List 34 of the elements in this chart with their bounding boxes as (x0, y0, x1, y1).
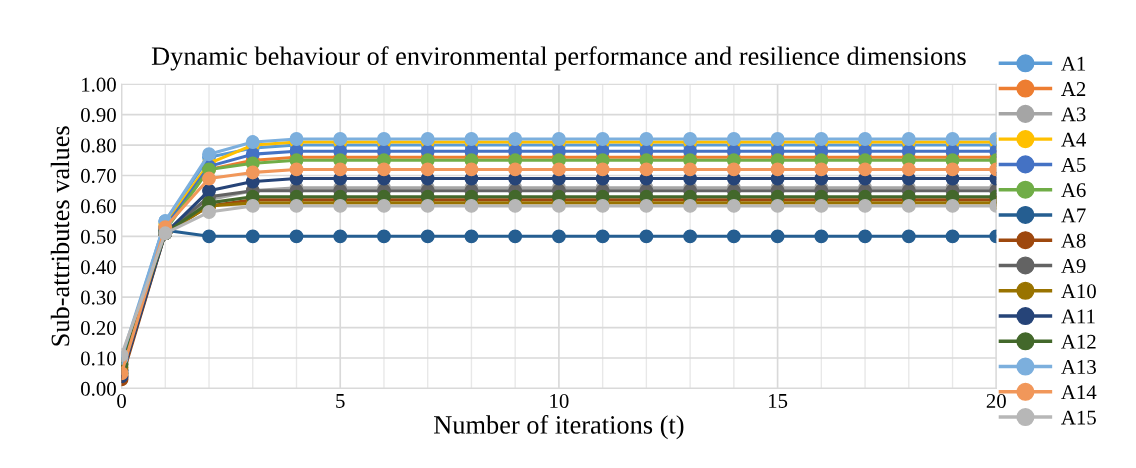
legend-label: A6 (1061, 183, 1086, 198)
y-tick-label: 0.90 (81, 108, 116, 123)
legend-label: A3 (1061, 107, 1086, 122)
y-tick-label: 0.30 (81, 290, 116, 305)
x-tick-label: 10 (550, 393, 569, 408)
y-tick-label: 0.80 (81, 138, 116, 153)
legend-label: A11 (1061, 309, 1095, 324)
y-axis-title: Sub-attributes values (50, 126, 70, 346)
y-tick-label: 1.00 (82, 77, 116, 92)
x-tick-label: 5 (336, 394, 345, 408)
legend-label: A7 (1061, 208, 1086, 223)
legend-label: A15 (1061, 410, 1096, 425)
legend-label: A2 (1061, 82, 1086, 96)
y-tick-label: 0.20 (81, 320, 116, 336)
legend-label: A4 (1061, 132, 1086, 147)
x-axis-title: Number of iterations (t) (434, 414, 684, 440)
y-tick-label: 0.50 (81, 229, 116, 244)
legend-label: A12 (1061, 334, 1096, 349)
legend-label: A13 (1061, 360, 1096, 375)
chart-title: Dynamic behaviour of environmental performance and resilience dimensions (151, 46, 966, 71)
y-tick-label: 0.10 (81, 351, 116, 366)
y-tick-label: 0.70 (81, 168, 116, 184)
x-tick-label: 15 (769, 394, 788, 408)
legend-label: A9 (1061, 258, 1086, 273)
y-tick-label: 0.60 (81, 199, 116, 214)
x-tick-label: 20 (986, 393, 1006, 408)
x-tick-label: 0 (117, 393, 126, 408)
legend-label: A5 (1061, 157, 1086, 172)
y-tick-label: 0.00 (81, 381, 116, 396)
legend-label: A8 (1061, 233, 1086, 248)
legend-label: A1 (1061, 56, 1086, 71)
legend-label: A14 (1061, 385, 1097, 400)
legend-label: A10 (1061, 284, 1096, 299)
y-tick-label: 0.40 (81, 260, 116, 275)
